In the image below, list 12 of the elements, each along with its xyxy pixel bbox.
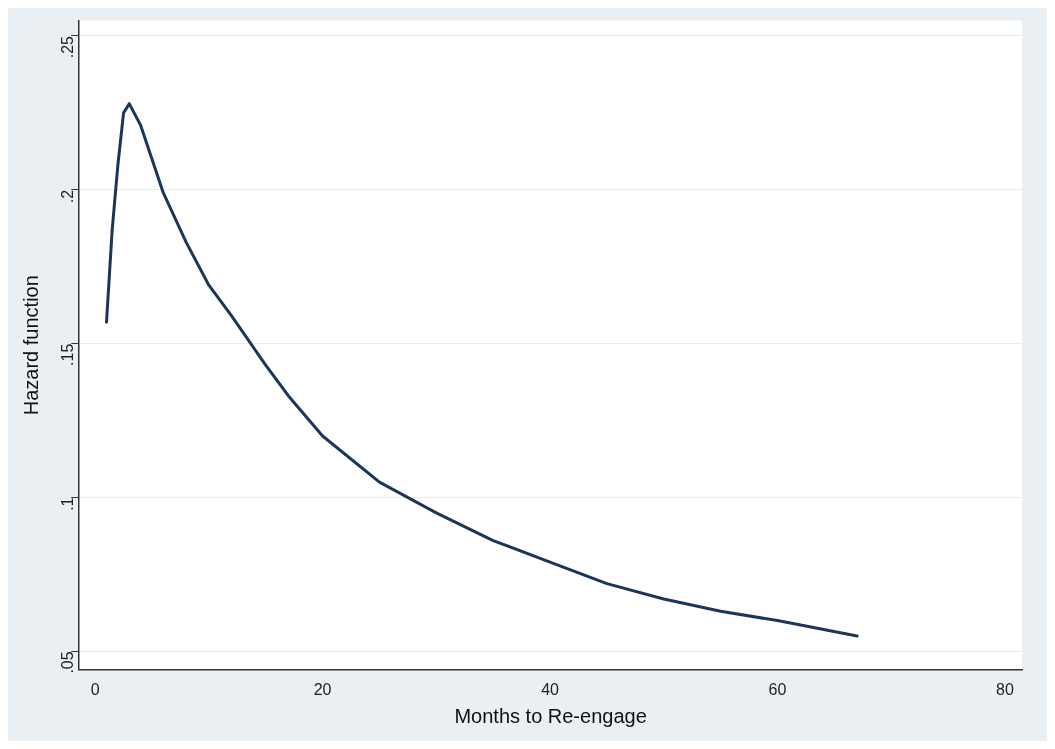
x-axis-title: Months to Re-engage (454, 704, 647, 727)
y-tick-label: .2 (58, 189, 76, 204)
y-tick-label: .1 (58, 497, 76, 511)
x-tick-label: 0 (90, 680, 100, 698)
x-tick-label: 60 (768, 680, 787, 698)
x-tick-label: 20 (313, 680, 332, 698)
x-tick-label: 40 (541, 680, 560, 698)
x-tick-label: 80 (996, 680, 1014, 698)
y-tick-label: .05 (58, 651, 76, 674)
y-tick-label: .15 (58, 343, 76, 366)
y-axis-title: Hazard function (19, 275, 42, 416)
y-tick-label: .25 (58, 35, 76, 59)
